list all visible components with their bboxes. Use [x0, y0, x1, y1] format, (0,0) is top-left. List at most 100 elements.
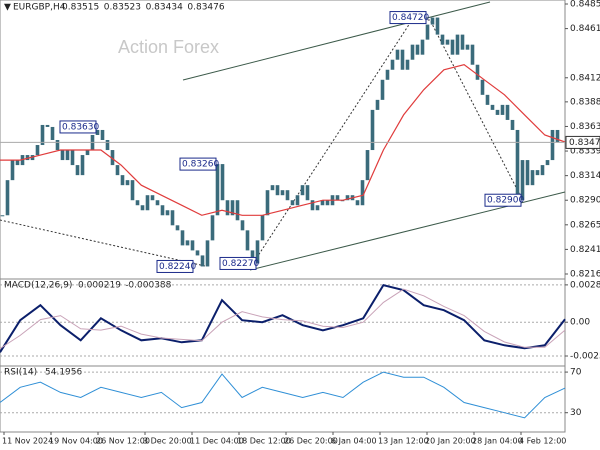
candle: [170, 210, 175, 226]
moving-average: [0, 64, 566, 216]
candle: [445, 39, 450, 45]
candle: [250, 250, 255, 264]
annotation-label: 0.82900: [487, 196, 524, 206]
candle: [50, 126, 55, 141]
candle: [55, 140, 60, 151]
candle: [485, 94, 490, 105]
annotation-box: [219, 256, 257, 270]
indicator-line: [0, 283, 566, 353]
candle: [375, 99, 380, 110]
candle: [500, 104, 505, 115]
annotation-label: 0.82270: [222, 259, 259, 269]
candle: [480, 79, 485, 95]
candle: [75, 165, 80, 176]
candle: [225, 200, 230, 216]
candle: [415, 44, 420, 55]
candle: [320, 200, 325, 206]
y-tick-label: 0.00: [570, 318, 590, 328]
x-tick-label: 11 Nov 2024: [2, 437, 53, 446]
candle: [380, 79, 385, 100]
y-tick-label: -0.002563: [570, 352, 600, 362]
x-tick-label: 26 Dec 20:00: [284, 437, 338, 446]
x-tick-label: 20 Jan 20:00: [425, 437, 476, 446]
candle: [295, 195, 300, 206]
rsi-title: RSI(14): [4, 368, 37, 378]
candle: [535, 170, 540, 176]
candle: [325, 200, 330, 206]
candle: [360, 180, 365, 206]
candle: [120, 175, 125, 186]
header-value: -0.000388: [125, 281, 171, 291]
annotation-box: [484, 193, 522, 207]
zigzag: [249, 19, 521, 269]
candle: [400, 49, 405, 70]
y-tick-label: 0.82655: [570, 220, 600, 230]
candle: [285, 190, 290, 201]
candle: [235, 200, 240, 221]
candle: [180, 230, 185, 246]
watermark: Action Forex: [118, 37, 219, 57]
x-tick-label: 4 Feb 12:00: [519, 437, 566, 446]
x-tick-label: 19 Nov 04:00: [49, 437, 103, 446]
y-tick-label: 0.84855: [570, 0, 600, 10]
candle: [150, 195, 155, 201]
candle: [435, 17, 440, 35]
candle: [440, 34, 445, 45]
candle: [220, 164, 225, 201]
candle: [135, 200, 140, 206]
candle: [130, 180, 135, 201]
annotation-label: 0.83630: [62, 122, 99, 132]
candle: [275, 185, 280, 196]
chart-title: EURGBP,H4: [13, 3, 66, 13]
candle: [210, 215, 215, 241]
candle: [10, 160, 15, 181]
candle: [140, 205, 145, 211]
candle: [70, 150, 75, 166]
candle: [190, 240, 195, 251]
x-tick-label: 3 Dec 20:00: [143, 437, 192, 446]
candle: [420, 39, 425, 55]
y-tick-label: 30: [570, 408, 582, 418]
candle: [290, 200, 295, 206]
candle: [95, 129, 100, 135]
candle: [430, 17, 435, 25]
candle: [205, 240, 210, 267]
candle: [105, 140, 110, 151]
candle: [505, 104, 510, 120]
candle: [65, 150, 70, 161]
candle: [245, 230, 250, 251]
y-tick-label: 70: [570, 368, 582, 378]
candle: [405, 59, 410, 70]
header-value: 54.1956: [45, 368, 82, 378]
candle: [490, 104, 495, 110]
frame: [0, 0, 566, 433]
candle: [460, 34, 465, 50]
candle: [100, 129, 105, 141]
candle: [255, 240, 260, 264]
candle: [40, 124, 45, 146]
candle: [5, 180, 10, 216]
candle: [215, 164, 220, 216]
candle: [160, 205, 165, 216]
candle: [25, 155, 30, 161]
candle: [510, 119, 515, 130]
candle: [270, 185, 275, 191]
candle: [385, 69, 390, 80]
candle: [280, 190, 285, 196]
annotation-box: [59, 120, 97, 134]
candle: [515, 129, 520, 201]
y-tick-label: 0.00283: [570, 280, 600, 290]
candle: [520, 160, 525, 201]
candle: [80, 155, 85, 176]
candle: [230, 200, 235, 216]
x-tick-label: 11 Dec 04:00: [190, 437, 244, 446]
candle: [450, 39, 455, 55]
candle: [555, 129, 560, 143]
candle: [200, 255, 205, 267]
candle: [365, 150, 370, 181]
candle: [470, 44, 475, 65]
